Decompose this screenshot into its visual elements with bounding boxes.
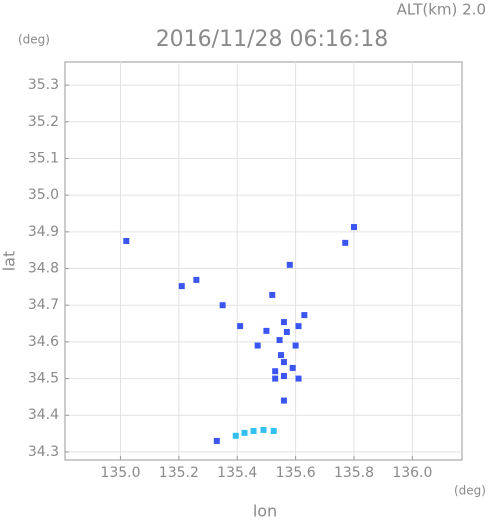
echo-cell [123,238,130,245]
echo-cell [270,428,277,435]
echo-cell [178,283,185,290]
y-axis-label: lat [0,251,19,272]
y-tick-label: 34.5 [28,371,59,387]
echo-cell [280,359,287,366]
y-tick-label: 35.2 [28,114,59,130]
y-tick-label: 35.3 [28,77,59,93]
chart-title: 2016/11/28 06:16:18 [156,27,389,52]
x-tick-label: 136.0 [392,465,432,481]
echo-cell [301,312,308,319]
echo-cell [295,375,302,382]
echo-cell [219,302,226,309]
x-tick-label: 135.4 [217,465,257,481]
y-tick-label: 34.7 [28,297,59,313]
echo-cell [342,239,349,246]
y-tick-label: 34.6 [28,334,59,350]
x-tick-label: 135.8 [334,465,374,481]
y-tick-label: 35.0 [28,187,59,203]
x-tick-label: 135.2 [159,465,199,481]
y-tick-label: 35.1 [28,150,59,166]
echo-cell [213,437,220,444]
y-unit: (deg) [18,33,50,47]
x-unit: (deg) [454,484,486,498]
echo-cell [263,327,270,334]
echo-cell [280,372,287,379]
echo-cell [295,323,302,330]
echo-cell [193,276,200,283]
echo-cell [237,323,244,330]
echo-cell [269,291,276,298]
echo-cell [276,337,283,344]
echo-cell [289,364,296,371]
echo-cell [272,368,279,375]
x-axis-label: lon [253,502,277,521]
y-tick-label: 34.4 [28,407,59,423]
x-tick-label: 135.0 [100,465,140,481]
echo-cell [350,224,357,231]
echo-cell [280,319,287,326]
y-tick-label: 34.9 [28,224,59,240]
echo-cell [260,426,267,433]
x-tick-label: 135.6 [276,465,316,481]
echo-cell [292,342,299,349]
echo-cell [280,397,287,404]
echo-cell [254,342,261,349]
y-tick-label: 34.3 [28,444,59,460]
annotation: ALT(km) 2.0 [397,1,486,19]
y-tick-label: 34.8 [28,261,59,277]
echo-cell [283,328,290,335]
echo-cell [250,428,257,435]
echo-cell [272,375,279,382]
echo-cell [278,352,285,359]
plot-frame [64,61,463,461]
echo-cell [286,261,293,268]
echo-cell [241,429,248,436]
echo-cell [232,432,239,439]
